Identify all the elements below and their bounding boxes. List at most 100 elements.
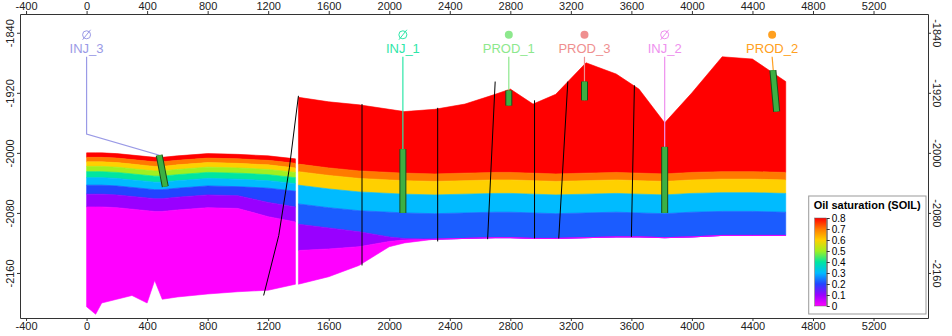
colorbar-tick-label: 0.6: [832, 235, 846, 246]
colorbar-tick-label: 0: [832, 301, 838, 312]
tick-label: 4400: [741, 0, 765, 12]
tick-label: 2800: [499, 0, 523, 12]
tick: -2000: [4, 139, 20, 167]
colorbar-tick: 0.8: [827, 213, 846, 224]
fault: [488, 82, 496, 240]
well-completion: [582, 82, 587, 101]
colorbar-tick-mark: [827, 218, 830, 219]
colorbar-tick-label: 0.5: [832, 246, 846, 257]
well-symbol-slash: [661, 30, 669, 40]
tick-mark: [928, 273, 931, 274]
well-symbol-slash: [399, 30, 407, 40]
saturation-layer: [298, 185, 785, 214]
well-path: [664, 57, 665, 213]
tick: -1920: [928, 79, 943, 107]
well-label: PROD_1: [483, 41, 535, 56]
colorbar-tick-label: 0.3: [832, 268, 846, 279]
colorbar-tick-label: 0.4: [832, 257, 846, 268]
tick-label: 2400: [438, 0, 462, 12]
tick-label: -400: [16, 0, 38, 12]
well-path: [508, 57, 509, 106]
well-completion: [400, 149, 405, 213]
colorbar-background: [809, 196, 926, 314]
tick-label: 1600: [317, 0, 341, 12]
colorbar-tick: 0: [827, 301, 838, 312]
tick-mark: [17, 93, 20, 94]
tick: 1200: [256, 0, 280, 14]
tick-label: 800: [199, 0, 217, 12]
tick: 400: [138, 318, 156, 332]
tick-label: 4400: [741, 320, 765, 332]
tick-label: 2800: [499, 320, 523, 332]
tick: 2000: [378, 318, 402, 332]
chart: INJ_3INJ_1PROD_1PROD_3INJ_2PROD_2-400040…: [0, 0, 952, 336]
colorbar-tick: 0.5: [827, 246, 846, 257]
tick: 2000: [378, 0, 402, 14]
tick-label: 3600: [620, 320, 644, 332]
tick: -2160: [4, 259, 20, 287]
tick: -2000: [928, 139, 943, 167]
colorbar-tick-mark: [827, 295, 830, 296]
saturation-layer: [87, 207, 296, 314]
well-completion-outline: [661, 147, 668, 213]
tick-label: 400: [138, 320, 156, 332]
colorbar-tick: 0.4: [827, 257, 846, 268]
tick: 800: [199, 318, 217, 332]
colorbar: Oil saturation (SOIL)00.10.20.30.40.50.6…: [809, 196, 926, 314]
tick-label: -2000: [4, 139, 16, 167]
colorbar-gradient: [815, 218, 827, 306]
well-completion-outline: [773, 70, 777, 111]
tick: 0: [84, 0, 90, 14]
tick-label: 2400: [438, 320, 462, 332]
axis: -2160-2080-2000-1920-1840: [4, 15, 21, 319]
tick-label: 400: [138, 0, 156, 12]
tick: 3600: [620, 0, 644, 14]
tick: 4000: [680, 0, 704, 14]
tick: 4800: [801, 0, 825, 14]
tick-label: 1200: [256, 320, 280, 332]
tick-label: 2000: [378, 320, 402, 332]
well-label: PROD_2: [746, 41, 798, 56]
saturation-layer: [298, 235, 785, 284]
tick-label: 0: [84, 0, 90, 12]
tick-mark: [17, 153, 20, 154]
saturation-layer: [298, 172, 785, 195]
tick: -2080: [4, 199, 20, 227]
well-label: PROD_3: [558, 41, 610, 56]
tick-label: 800: [199, 320, 217, 332]
tick-label: -2160: [4, 259, 16, 287]
tick: 0: [84, 318, 90, 332]
colorbar-tick-label: 0.1: [832, 290, 846, 301]
tick-label: -1840: [931, 19, 943, 47]
tick-label: 3200: [559, 320, 583, 332]
tick-label: 2000: [378, 0, 402, 12]
colorbar-tick: 0.2: [827, 279, 846, 290]
tick-label: -1920: [931, 79, 943, 107]
well-symbol: [768, 31, 776, 39]
tick: 3200: [559, 318, 583, 332]
tick: 4800: [801, 318, 825, 332]
tick: -400: [16, 0, 38, 14]
well-completion: [506, 91, 511, 106]
well-label: INJ_2: [648, 41, 682, 56]
tick-mark: [928, 153, 931, 154]
fault: [559, 82, 568, 239]
colorbar-tick: 0.7: [827, 224, 846, 235]
colorbar-tick-mark: [827, 262, 830, 263]
colorbar-tick-mark: [827, 273, 830, 274]
tick: 800: [199, 0, 217, 14]
tick-mark: [928, 33, 931, 34]
axis: -400040080012001600200024002800320036004…: [16, 0, 929, 15]
tick-mark: [17, 33, 20, 34]
colorbar-tick: 0.3: [827, 268, 846, 279]
fault: [534, 100, 535, 238]
well-completion: [773, 70, 777, 111]
well-path: [87, 57, 166, 187]
tick: -2160: [928, 259, 943, 287]
well-symbol-slash: [83, 30, 91, 40]
fault: [264, 96, 299, 296]
tick-label: -2160: [931, 259, 943, 287]
colorbar-tick-mark: [827, 240, 830, 241]
tick: 400: [138, 0, 156, 14]
tick-mark: [928, 213, 931, 214]
